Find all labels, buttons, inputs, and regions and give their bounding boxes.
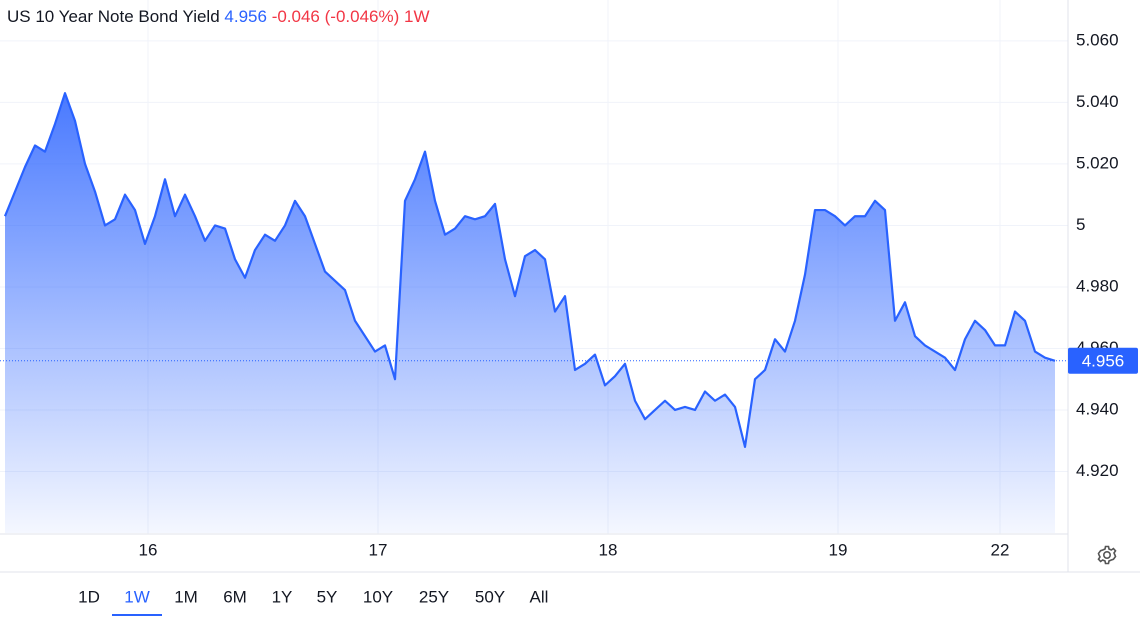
range-button[interactable]: 5Y (317, 587, 338, 606)
chart-title: US 10 Year Note Bond Yield (7, 7, 220, 26)
range-toolbar: 1D 1W 1M 6M 1Y 5Y 10Y 25Y 50Y All (78, 587, 548, 616)
settings-icon[interactable] (1097, 545, 1117, 565)
y-tick-label: 5.040 (1076, 92, 1119, 111)
area (5, 93, 1055, 533)
plot (0, 92, 1068, 533)
range-button[interactable]: 1D (78, 587, 100, 606)
y-tick-label: 5.020 (1076, 153, 1119, 172)
last-value-badge-label: 4.956 (1082, 351, 1125, 370)
range-button[interactable]: 25Y (419, 587, 449, 606)
range-selected-underline (112, 614, 162, 616)
x-tick-label: 18 (599, 540, 618, 559)
period: 1W (404, 7, 430, 26)
range-button[interactable]: 10Y (363, 587, 393, 606)
y-tick-label: 4.940 (1076, 399, 1119, 418)
x-tick-label: 19 (829, 540, 848, 559)
range-button[interactable]: 1Y (272, 587, 293, 606)
range-button[interactable]: All (530, 587, 549, 606)
y-tick-label: 5 (1076, 215, 1085, 234)
y-tick-label: 5.060 (1076, 30, 1119, 49)
range-button[interactable]: 1W (124, 587, 150, 606)
x-tick-label: 22 (991, 540, 1010, 559)
x-tick-label: 16 (139, 540, 158, 559)
change-percent: (-0.046%) (325, 7, 400, 26)
change: -0.046 (272, 7, 320, 26)
range-button[interactable]: 6M (223, 587, 247, 606)
y-tick-label: 4.980 (1076, 276, 1119, 295)
last-value: 4.956 (224, 7, 267, 26)
header: US 10 Year Note Bond Yield 4.956 -0.046 … (7, 7, 430, 26)
line (3, 92, 1056, 448)
y-tick-label: 4.920 (1076, 461, 1119, 480)
range-button[interactable]: 1M (174, 587, 198, 606)
x-tick-label: 17 (369, 540, 388, 559)
last-value-badge (1068, 347, 1138, 374)
range-button[interactable]: 50Y (475, 587, 505, 606)
